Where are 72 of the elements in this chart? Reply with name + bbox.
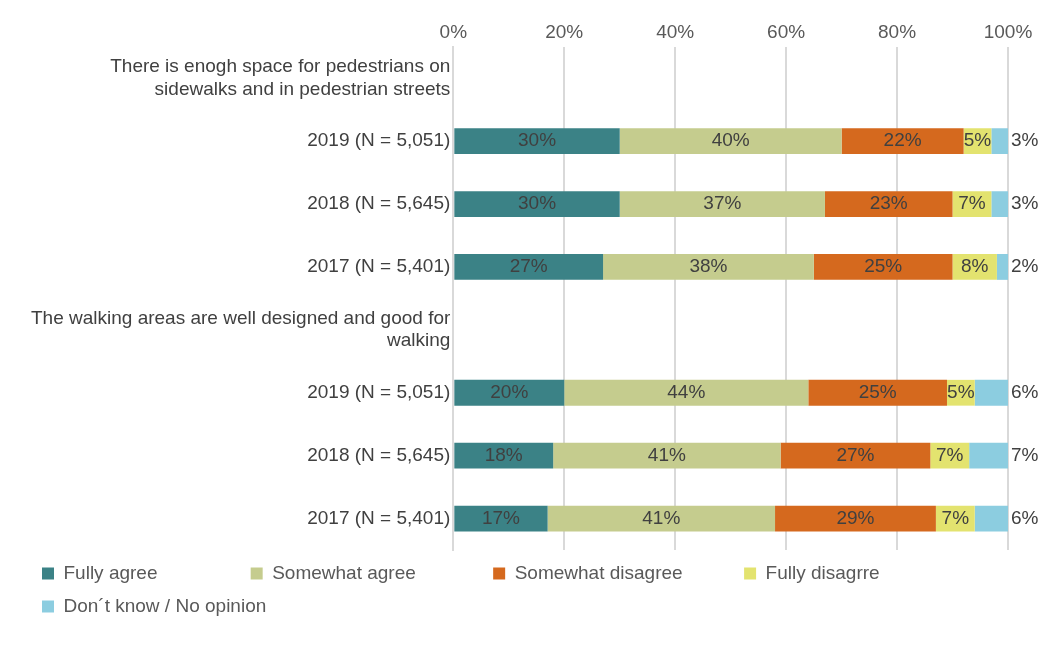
bar <box>619 191 825 217</box>
bar <box>824 191 953 217</box>
y-tick-label: 2018 (N = 5,645) <box>307 192 451 214</box>
y-tick-label: The walking areas are well designed and good for walking <box>30 306 451 351</box>
bar <box>454 128 620 155</box>
y-tick-label: 2017 (N = 5,401) <box>307 506 451 528</box>
bar <box>969 442 1008 469</box>
data-label: 27% <box>509 255 548 277</box>
data-label: 41% <box>647 443 686 465</box>
legend-label: Somewhat agree <box>272 561 480 583</box>
data-label: 20% <box>490 380 529 402</box>
x-tick-label: 60% <box>767 20 806 42</box>
x-tick-label: 100% <box>983 20 1033 42</box>
y-tick-label: There is enogh space for pedestrians on sidewalks and in pedestrian streets <box>110 55 451 99</box>
data-label: 5% <box>963 129 992 151</box>
data-label: 25% <box>858 380 897 402</box>
y-tick-label: 2019 (N = 5,051) <box>307 380 451 402</box>
data-label: 6% <box>1011 506 1039 528</box>
x-tick-label: 0% <box>439 20 468 42</box>
data-label: 5% <box>947 380 975 402</box>
data-label: 30% <box>518 129 557 151</box>
data-label: 29% <box>836 506 875 528</box>
data-label: 7% <box>1011 443 1039 465</box>
data-label: 7% <box>936 443 964 465</box>
data-label: 23% <box>869 192 908 214</box>
data-label: 7% <box>941 506 970 528</box>
bar <box>775 505 936 532</box>
y-tick-label: 2017 (N = 5,401) <box>307 255 451 277</box>
data-label: 25% <box>864 255 903 277</box>
data-label: 2% <box>1011 255 1039 277</box>
bar <box>603 254 814 280</box>
bar <box>454 254 604 280</box>
bar <box>547 505 776 532</box>
legend-label: Fully disagrre <box>765 561 943 583</box>
x-tick-label: 40% <box>656 20 695 42</box>
data-label: 27% <box>836 443 875 465</box>
data-label: 44% <box>667 380 706 402</box>
bar <box>780 442 931 469</box>
bar <box>564 379 809 406</box>
bar <box>808 379 947 406</box>
data-label: 40% <box>711 129 750 151</box>
bar <box>454 191 620 217</box>
bar <box>553 442 781 469</box>
data-label: 7% <box>958 192 986 214</box>
bar <box>813 254 953 280</box>
data-label: 38% <box>689 255 728 277</box>
data-label: 3% <box>1011 192 1039 214</box>
bar <box>991 191 1008 217</box>
x-tick-label: 80% <box>878 20 917 42</box>
data-label: 37% <box>703 192 742 214</box>
bar <box>974 505 1008 532</box>
x-tick-label: 20% <box>545 20 584 42</box>
y-tick-label: 2018 (N = 5,645) <box>307 443 451 465</box>
bar <box>454 442 554 469</box>
legend-label: Somewhat disagree <box>514 561 731 583</box>
bar <box>974 379 1008 406</box>
data-label: 18% <box>484 443 523 465</box>
legend-label: Don´t know / No opinion <box>63 594 283 616</box>
data-label: 3% <box>1011 129 1039 151</box>
bar <box>841 128 964 155</box>
data-label: 22% <box>883 129 922 151</box>
y-tick-label: 2019 (N = 5,051) <box>307 129 451 151</box>
data-label: 17% <box>481 506 521 528</box>
legend-label: Fully agree <box>63 561 237 583</box>
bar <box>454 379 565 406</box>
data-label: 41% <box>642 506 681 528</box>
bar <box>991 128 1008 155</box>
data-label: 6% <box>1011 380 1039 402</box>
bar <box>996 254 1008 280</box>
bar <box>619 128 842 155</box>
data-label: 8% <box>960 255 989 277</box>
data-label: 30% <box>518 192 557 214</box>
